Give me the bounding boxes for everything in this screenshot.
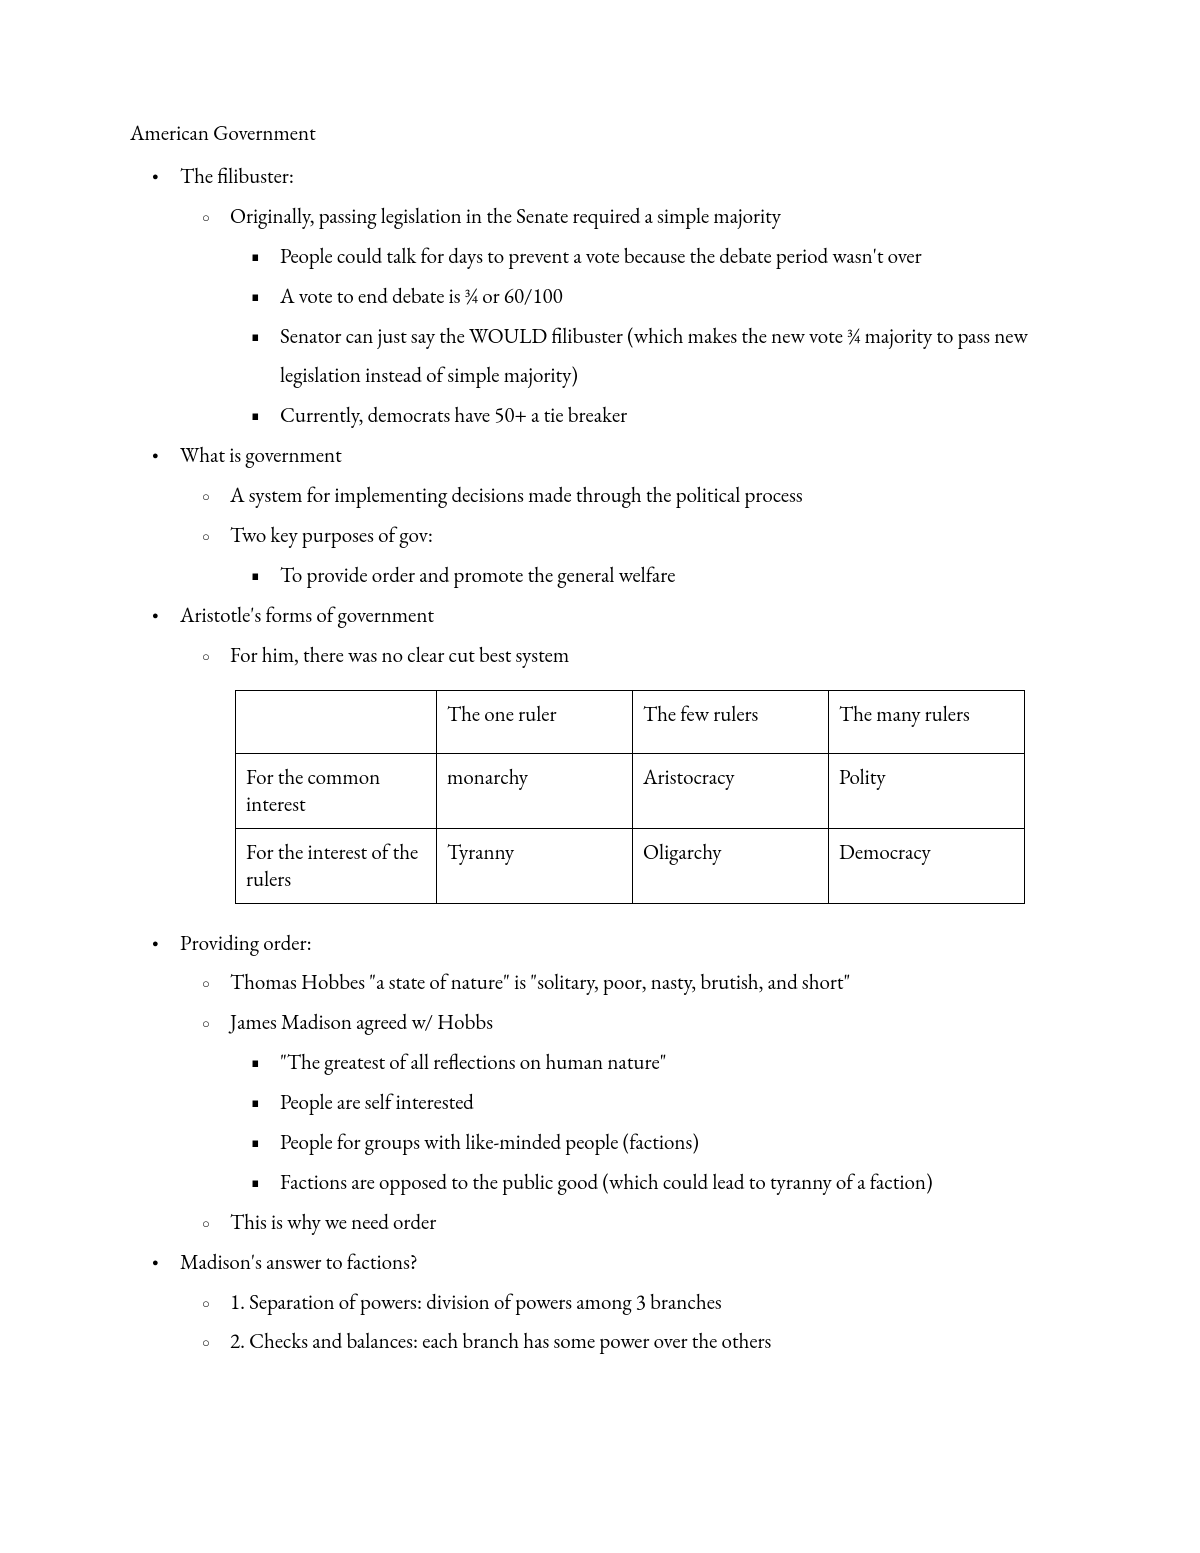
item-text: Two key purposes of gov:	[230, 522, 433, 549]
item-text: Madison's answer to factions?	[180, 1249, 418, 1276]
list-item: This is why we need order	[230, 1203, 1070, 1243]
item-text: A vote to end debate is ¾ or 60/100	[280, 283, 563, 310]
item-text: 2. Checks and balances: each branch has …	[230, 1328, 771, 1355]
item-text: This is why we need order	[230, 1209, 436, 1236]
list-item: A system for implementing decisions made…	[230, 476, 1070, 516]
list-item: Factions are opposed to the public good …	[280, 1163, 1070, 1203]
aristotle-government-table: The one ruler The few rulers The many ru…	[235, 690, 1025, 904]
list-item: 1. Separation of powers: division of pow…	[230, 1283, 1070, 1323]
document-page: American Government The filibuster: Orig…	[0, 0, 1200, 1482]
list-item: Providing order: Thomas Hobbes "a state …	[180, 924, 1070, 1243]
table-cell: monarchy	[437, 753, 633, 828]
item-text: A system for implementing decisions made…	[230, 482, 803, 509]
table-row: For the interest of the rulers Tyranny O…	[236, 828, 1025, 903]
item-text: Factions are opposed to the public good …	[280, 1169, 933, 1196]
list-item: The filibuster: Originally, passing legi…	[180, 157, 1070, 436]
item-text: People could talk for days to prevent a …	[280, 243, 922, 270]
table-cell	[236, 690, 437, 753]
item-text: People for groups with like-minded peopl…	[280, 1129, 699, 1156]
table-row: For the common interest monarchy Aristoc…	[236, 753, 1025, 828]
list-item: For him, there was no clear cut best sys…	[230, 636, 1070, 676]
item-text: Providing order:	[180, 930, 312, 957]
item-text: Aristotle's forms of government	[180, 602, 434, 629]
list-item: Originally, passing legislation in the S…	[230, 197, 1070, 436]
item-text: Senator can just say the WOULD filibuste…	[280, 323, 1028, 390]
list-item: People could talk for days to prevent a …	[280, 237, 1070, 277]
table-cell: Oligarchy	[633, 828, 829, 903]
item-text: For him, there was no clear cut best sys…	[230, 642, 569, 669]
list-item: Senator can just say the WOULD filibuste…	[280, 317, 1070, 397]
list-item: People for groups with like-minded peopl…	[280, 1123, 1070, 1163]
table-cell: For the common interest	[236, 753, 437, 828]
item-text: 1. Separation of powers: division of pow…	[230, 1289, 722, 1316]
table-cell: The many rulers	[829, 690, 1025, 753]
item-text: To provide order and promote the general…	[280, 562, 675, 589]
item-text: The filibuster:	[180, 163, 294, 190]
item-text: What is government	[180, 442, 342, 469]
list-item: To provide order and promote the general…	[280, 556, 1070, 596]
item-text: Originally, passing legislation in the S…	[230, 203, 781, 230]
outline-list: The filibuster: Originally, passing legi…	[130, 157, 1070, 676]
list-item: What is government A system for implemen…	[180, 436, 1070, 596]
list-item: Aristotle's forms of government For him,…	[180, 596, 1070, 676]
item-text: Currently, democrats have 50+ a tie brea…	[280, 402, 627, 429]
table-cell: Aristocracy	[633, 753, 829, 828]
list-item: James Madison agreed w/ Hobbs "The great…	[230, 1003, 1070, 1202]
list-item: People are self interested	[280, 1083, 1070, 1123]
table-cell: The one ruler	[437, 690, 633, 753]
aristotle-table-container: The one ruler The few rulers The many ru…	[235, 690, 1070, 904]
table-cell: Democracy	[829, 828, 1025, 903]
item-text: People are self interested	[280, 1089, 474, 1116]
item-text: Thomas Hobbes "a state of nature" is "so…	[230, 969, 850, 996]
table-cell: For the interest of the rulers	[236, 828, 437, 903]
list-item: "The greatest of all reflections on huma…	[280, 1043, 1070, 1083]
table-row: The one ruler The few rulers The many ru…	[236, 690, 1025, 753]
table-cell: Polity	[829, 753, 1025, 828]
item-text: James Madison agreed w/ Hobbs	[230, 1009, 493, 1036]
item-text: "The greatest of all reflections on huma…	[280, 1049, 667, 1076]
list-item: Two key purposes of gov: To provide orde…	[230, 516, 1070, 596]
list-item: Currently, democrats have 50+ a tie brea…	[280, 396, 1070, 436]
list-item: A vote to end debate is ¾ or 60/100	[280, 277, 1070, 317]
list-item: Madison's answer to factions? 1. Separat…	[180, 1243, 1070, 1363]
page-title: American Government	[130, 120, 1070, 147]
table-cell: Tyranny	[437, 828, 633, 903]
table-cell: The few rulers	[633, 690, 829, 753]
list-item: Thomas Hobbes "a state of nature" is "so…	[230, 963, 1070, 1003]
list-item: 2. Checks and balances: each branch has …	[230, 1322, 1070, 1362]
outline-list-continued: Providing order: Thomas Hobbes "a state …	[130, 924, 1070, 1363]
